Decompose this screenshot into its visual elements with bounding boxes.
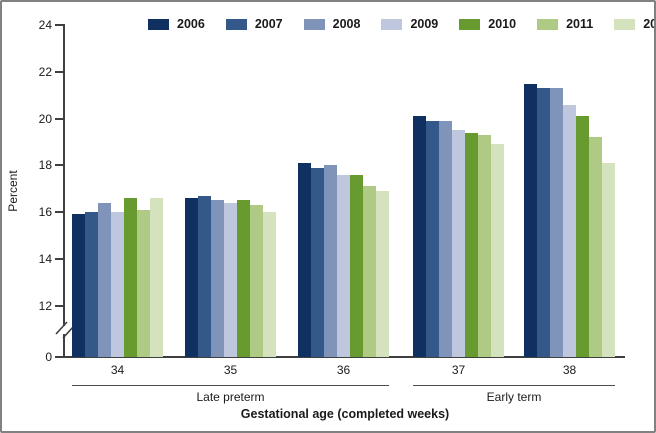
- legend-item: 2010: [459, 17, 516, 31]
- bar: [439, 121, 452, 357]
- y-tick-mark: [55, 24, 63, 27]
- bar: [563, 104, 576, 357]
- legend-swatch: [614, 18, 636, 30]
- legend-year-label: 2006: [177, 17, 205, 31]
- legend-item: 2007: [225, 17, 283, 31]
- legend-year-label: 2011: [566, 17, 594, 31]
- y-tick-mark: [55, 117, 63, 120]
- bar: [237, 200, 250, 357]
- bar: [550, 88, 563, 357]
- bracket-label: Early term: [486, 390, 542, 404]
- bar: [250, 205, 263, 357]
- legend-item: 2006: [148, 17, 205, 31]
- y-tick-mark: [55, 164, 63, 167]
- bar: [124, 198, 137, 357]
- legend-swatch: [303, 18, 325, 30]
- x-category-label: 35: [223, 363, 238, 377]
- legend-item: 2011: [537, 17, 593, 31]
- bar: [602, 163, 615, 357]
- legend-swatch: [537, 18, 559, 30]
- legend-year-label: 2010: [488, 17, 517, 31]
- x-category-label: 36: [336, 363, 351, 377]
- y-tick-mark: [55, 304, 63, 307]
- bar: [350, 174, 363, 357]
- y-tick-label: 14: [38, 251, 52, 266]
- legend-year-label: 2012: [643, 17, 656, 31]
- bar: [311, 167, 324, 357]
- bar: [478, 135, 491, 357]
- legend-year-label: 2007: [254, 17, 283, 31]
- x-category-label: 34: [110, 363, 125, 377]
- x-axis-line: [63, 356, 625, 358]
- y-tick-label: 24: [38, 18, 52, 33]
- bar: [537, 88, 550, 357]
- bar: [376, 191, 389, 357]
- y-axis-title: Percent: [6, 170, 20, 212]
- bar: [576, 116, 589, 357]
- legend-swatch: [148, 18, 169, 30]
- bar: [465, 132, 478, 357]
- legend-swatch: [381, 18, 403, 30]
- y-tick-label: 0: [45, 350, 52, 364]
- bar: [85, 212, 98, 357]
- bar: [137, 209, 150, 357]
- bar: [263, 212, 276, 357]
- x-category-label: 37: [451, 363, 466, 377]
- legend-year-label: 2009: [410, 17, 439, 31]
- x-category-label: 38: [562, 363, 577, 377]
- bracket-line: [72, 385, 389, 386]
- legend-swatch: [225, 18, 247, 30]
- legend-year-label: 2008: [332, 17, 361, 31]
- bar: [72, 214, 85, 357]
- bar: [211, 200, 224, 357]
- bracket-label: Late preterm: [196, 390, 265, 404]
- legend-item: 2012: [614, 17, 656, 31]
- y-tick-mark: [55, 356, 63, 358]
- y-tick-label: 16: [38, 205, 52, 220]
- bar: [589, 137, 602, 357]
- bar: [491, 144, 504, 357]
- legend-swatch: [459, 18, 481, 30]
- bar: [224, 202, 237, 357]
- bar: [150, 198, 163, 357]
- legend-item: 2009: [381, 17, 438, 31]
- bar: [198, 195, 211, 357]
- bar: [324, 165, 337, 357]
- y-tick-label: 22: [38, 65, 52, 79]
- legend: 2006 2007 2008 2009 2010 2011 2012: [148, 17, 656, 31]
- bracket-line: [413, 385, 615, 386]
- bar: [98, 202, 111, 357]
- bar: [524, 83, 537, 357]
- y-tick-mark: [55, 211, 63, 214]
- bar: [452, 130, 465, 357]
- bar: [413, 116, 426, 357]
- y-axis-line: [63, 24, 65, 358]
- bar: [111, 212, 124, 357]
- legend-item: 2008: [303, 17, 361, 31]
- y-tick-mark: [55, 71, 63, 73]
- y-tick-label: 12: [38, 298, 52, 313]
- y-tick-label: 18: [38, 158, 52, 173]
- y-tick-label: 20: [38, 111, 52, 126]
- bar: [363, 186, 376, 357]
- y-tick-mark: [55, 257, 63, 260]
- bar: [185, 198, 198, 357]
- bar: [337, 174, 350, 357]
- bar: [298, 163, 311, 357]
- bar: [426, 121, 439, 357]
- x-axis-title: Gestational age (completed weeks): [240, 407, 450, 421]
